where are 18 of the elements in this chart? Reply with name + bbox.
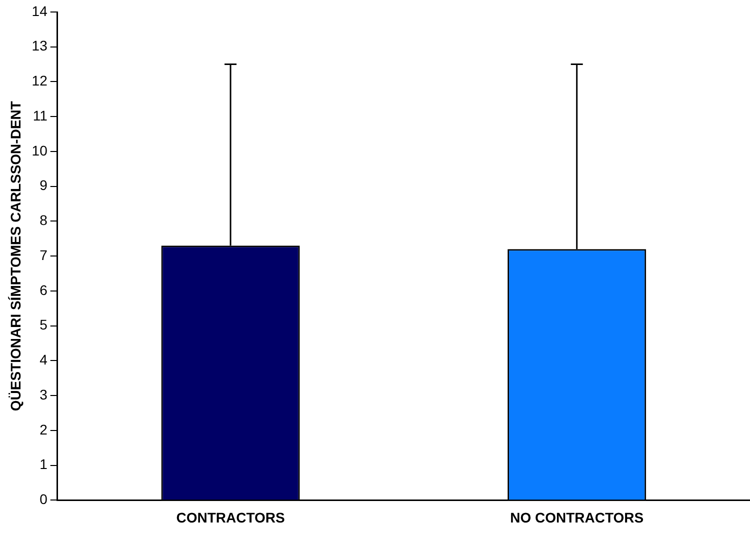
y-tick-label: 7	[40, 246, 48, 263]
y-tick-label: 10	[32, 142, 48, 158]
x-tick-label: CONTRACTORS	[176, 509, 285, 526]
y-tick-label: 12	[32, 72, 48, 89]
y-tick-label: 0	[40, 491, 48, 508]
y-tick-label: 14	[32, 2, 48, 19]
y-axis-title: QÜESTIONARI SÍMPTOMES CARLSSON-DENT	[7, 100, 24, 412]
y-tick-label: 5	[40, 316, 48, 333]
y-tick-label: 2	[40, 421, 48, 438]
y-tick-label: 6	[40, 282, 48, 298]
y-tick-label: 3	[40, 386, 48, 402]
y-tick-label: 8	[40, 212, 48, 228]
y-tick-label: 13	[32, 38, 48, 54]
y-tick-label: 1	[40, 456, 48, 472]
y-tick-label: 11	[32, 107, 48, 124]
x-tick-label: NO CONTRACTORS	[510, 509, 644, 526]
y-tick-label: 9	[40, 177, 48, 194]
y-tick-label: 4	[40, 352, 48, 368]
